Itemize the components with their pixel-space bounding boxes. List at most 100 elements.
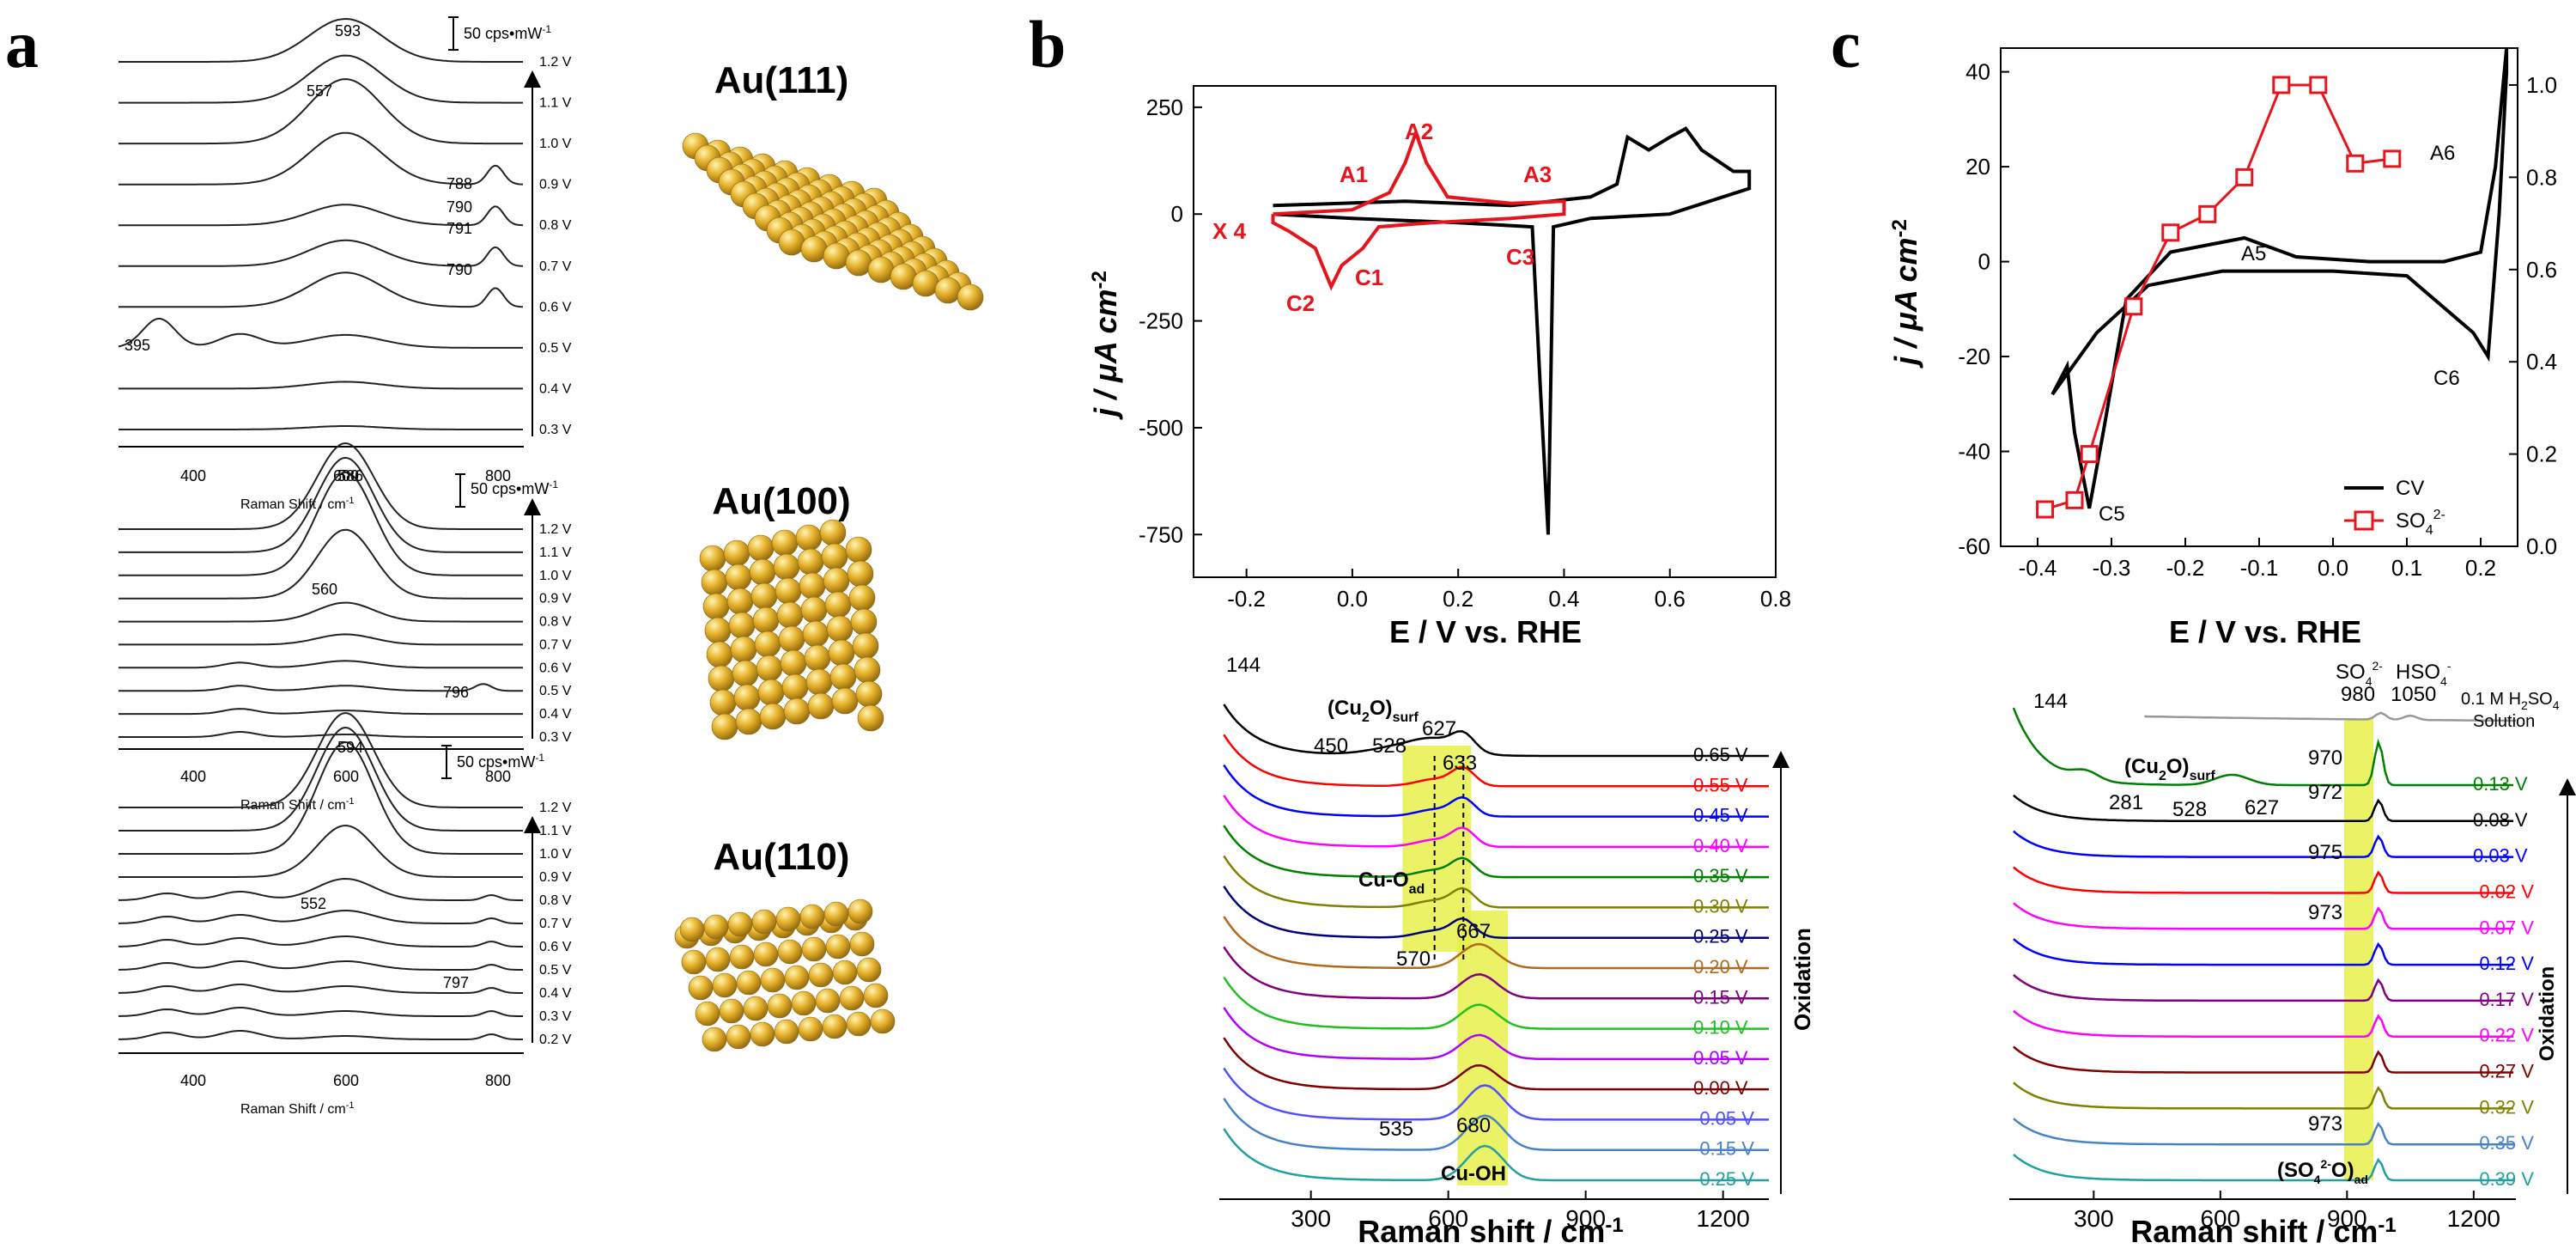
gold-atom: [828, 639, 855, 667]
a-voltage-label: 1.1 V: [539, 824, 572, 838]
c-peak-980: 980: [2341, 683, 2375, 706]
a-spectrum-trace: [118, 131, 524, 186]
a1-xtick-400: 400: [180, 467, 206, 484]
b-cv-ytick-label: -250: [1139, 308, 1183, 334]
c-raman-trace: [2013, 938, 2514, 966]
c-cv-ytick-label: 20: [1965, 154, 1990, 180]
a-spectrum-trace: [118, 633, 523, 646]
a-spectrum-trace: [118, 984, 523, 994]
gold-atom: [831, 687, 859, 715]
c-peak-281: 281: [2109, 791, 2143, 814]
gold-atom: [708, 665, 735, 692]
b-raman-spectra: [1223, 704, 1769, 1182]
gold-atom: [725, 564, 752, 591]
c-solution-trace: [2144, 711, 2516, 722]
b-potential-label: 0.00 V: [1693, 1077, 1748, 1099]
a-spectrum-trace: [118, 425, 523, 430]
a3-xtick-600: 600: [333, 1072, 359, 1089]
b-cv-label-a1: A1: [1340, 161, 1368, 187]
b-raman-trace: [1223, 1067, 1769, 1121]
gold-atom: [870, 1008, 896, 1034]
gold-atom: [712, 972, 738, 998]
a-voltage-label: 0.6 V: [539, 661, 572, 675]
c-solution-label: Solution: [2473, 712, 2535, 731]
b-potential-label: 0.25 V: [1693, 926, 1748, 947]
a-voltage-label: 0.3 V: [539, 1009, 572, 1024]
a1-peak-791: 791: [447, 220, 472, 237]
c-so4-marker: [2161, 223, 2180, 242]
c-peak-975: 975: [2308, 841, 2342, 864]
c-cv-xlabel: E / V vs. RHE: [2169, 614, 2361, 649]
c-raman-potential-labels: 0.13 V 0.08 V 0.03 V -0.02 V -0.07 V -0.12 V -…: [2473, 773, 2534, 1190]
a-voltage-label: 0.9 V: [539, 870, 572, 885]
c-potential-label: -0.17 V: [2473, 989, 2534, 1010]
a1-peak-790a: 790: [447, 198, 472, 216]
a-spectrum-trace: [118, 17, 523, 63]
gold-atom: [863, 983, 889, 1008]
a2-xtick-400: 400: [180, 768, 206, 785]
gold-atom: [846, 1011, 872, 1037]
gold-atom: [771, 529, 799, 557]
a-spectrum-trace: [118, 910, 523, 924]
gold-atom: [821, 543, 848, 570]
c-cv-ylabel: j / μA cm-2: [1888, 219, 1923, 369]
b-potential-label: 0.45 V: [1693, 805, 1748, 826]
c-potential-label: -0.02 V: [2473, 880, 2534, 902]
b-cv-red-curve: [1271, 127, 1566, 291]
a3-xlabel: Raman Shift / cm-1: [240, 1100, 354, 1117]
b-cv-label-x4: X 4: [1212, 218, 1247, 244]
a3-scale-label: 50 cps•mW-1: [457, 752, 544, 771]
gold-atom: [732, 660, 759, 687]
c-cv-ticks: 40 20 0 -20 -40 -60 1.0 0.8 0.6 0.4 0.2 0.0 -0.4 -0.3…: [1958, 59, 2557, 581]
c-potential-label: -0.32 V: [2473, 1096, 2534, 1118]
gold-atom: [799, 904, 825, 929]
gold-atom: [743, 996, 769, 1021]
gold-atom: [795, 524, 823, 551]
gold-atom: [699, 545, 726, 572]
b-raman-highlight-bands: [1402, 746, 1508, 1185]
gold-atom: [839, 985, 865, 1011]
a-voltage-label: 0.8 V: [539, 893, 572, 908]
a-voltage-label: 0.6 V: [539, 940, 572, 954]
b-cv-label-a2: A2: [1405, 119, 1433, 144]
c-potential-label: -0.27 V: [2473, 1061, 2534, 1082]
b-potential-label: 0.65 V: [1693, 744, 1748, 765]
c-raman-trace: [2013, 1009, 2514, 1038]
c-raman-trace: [2013, 1118, 2514, 1146]
a-voltage-label: 1.1 V: [539, 96, 572, 111]
gold-atom: [797, 548, 824, 576]
gold-atom: [847, 560, 874, 588]
au110-crystal-model: [674, 899, 896, 1052]
a2-peak-796: 796: [443, 684, 469, 701]
b-peak-570: 570: [1396, 947, 1431, 971]
gold-atom: [702, 1027, 727, 1052]
panel-a-subplot-110: 400 600 800 Raman Shift / cm-1 594 552 7…: [118, 711, 572, 1117]
a2-xlabel: Raman Shift / cm-1: [240, 796, 354, 813]
b-raman-trace: [1223, 1007, 1769, 1061]
gold-atom: [848, 899, 873, 924]
b-oxidation-label: Oxidation: [1789, 928, 1815, 1031]
b-raman-xticks: 300 600 900 1200: [1291, 1191, 1750, 1232]
b-raman-trace: [1223, 1128, 1769, 1182]
b-potential-label: 0.30 V: [1693, 895, 1748, 917]
b-cv-xtick-label: 0.0: [1337, 586, 1368, 612]
gold-atom: [804, 644, 831, 672]
a-spectrum-trace: [118, 54, 523, 104]
c-cv-y2tick-label: 0.4: [2526, 349, 2557, 375]
a-spectrum-trace: [118, 683, 523, 692]
c-cv-xtick-label: -0.1: [2240, 555, 2279, 581]
c-legend-so4: SO42-: [2396, 508, 2445, 538]
gold-atom: [824, 591, 852, 618]
b-peak-528: 528: [1372, 734, 1406, 758]
c-cv-xtick-label: -0.3: [2093, 555, 2131, 581]
a-voltage-label: 1.2 V: [539, 55, 572, 70]
c-so4-marker: [2080, 445, 2099, 464]
a-spectrum-trace: [118, 1030, 523, 1040]
c-peak-973a: 973: [2308, 901, 2342, 924]
au110-title: Au(110): [714, 836, 850, 878]
a-voltage-label: 0.2 V: [539, 1033, 572, 1047]
gold-atom: [760, 967, 786, 993]
gold-atom: [829, 663, 857, 691]
c-so4-coverage-series: [2036, 76, 2402, 519]
